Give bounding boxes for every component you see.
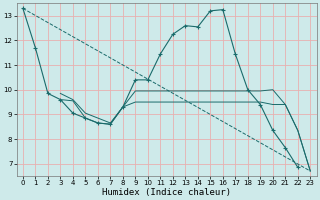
X-axis label: Humidex (Indice chaleur): Humidex (Indice chaleur): [102, 188, 231, 197]
